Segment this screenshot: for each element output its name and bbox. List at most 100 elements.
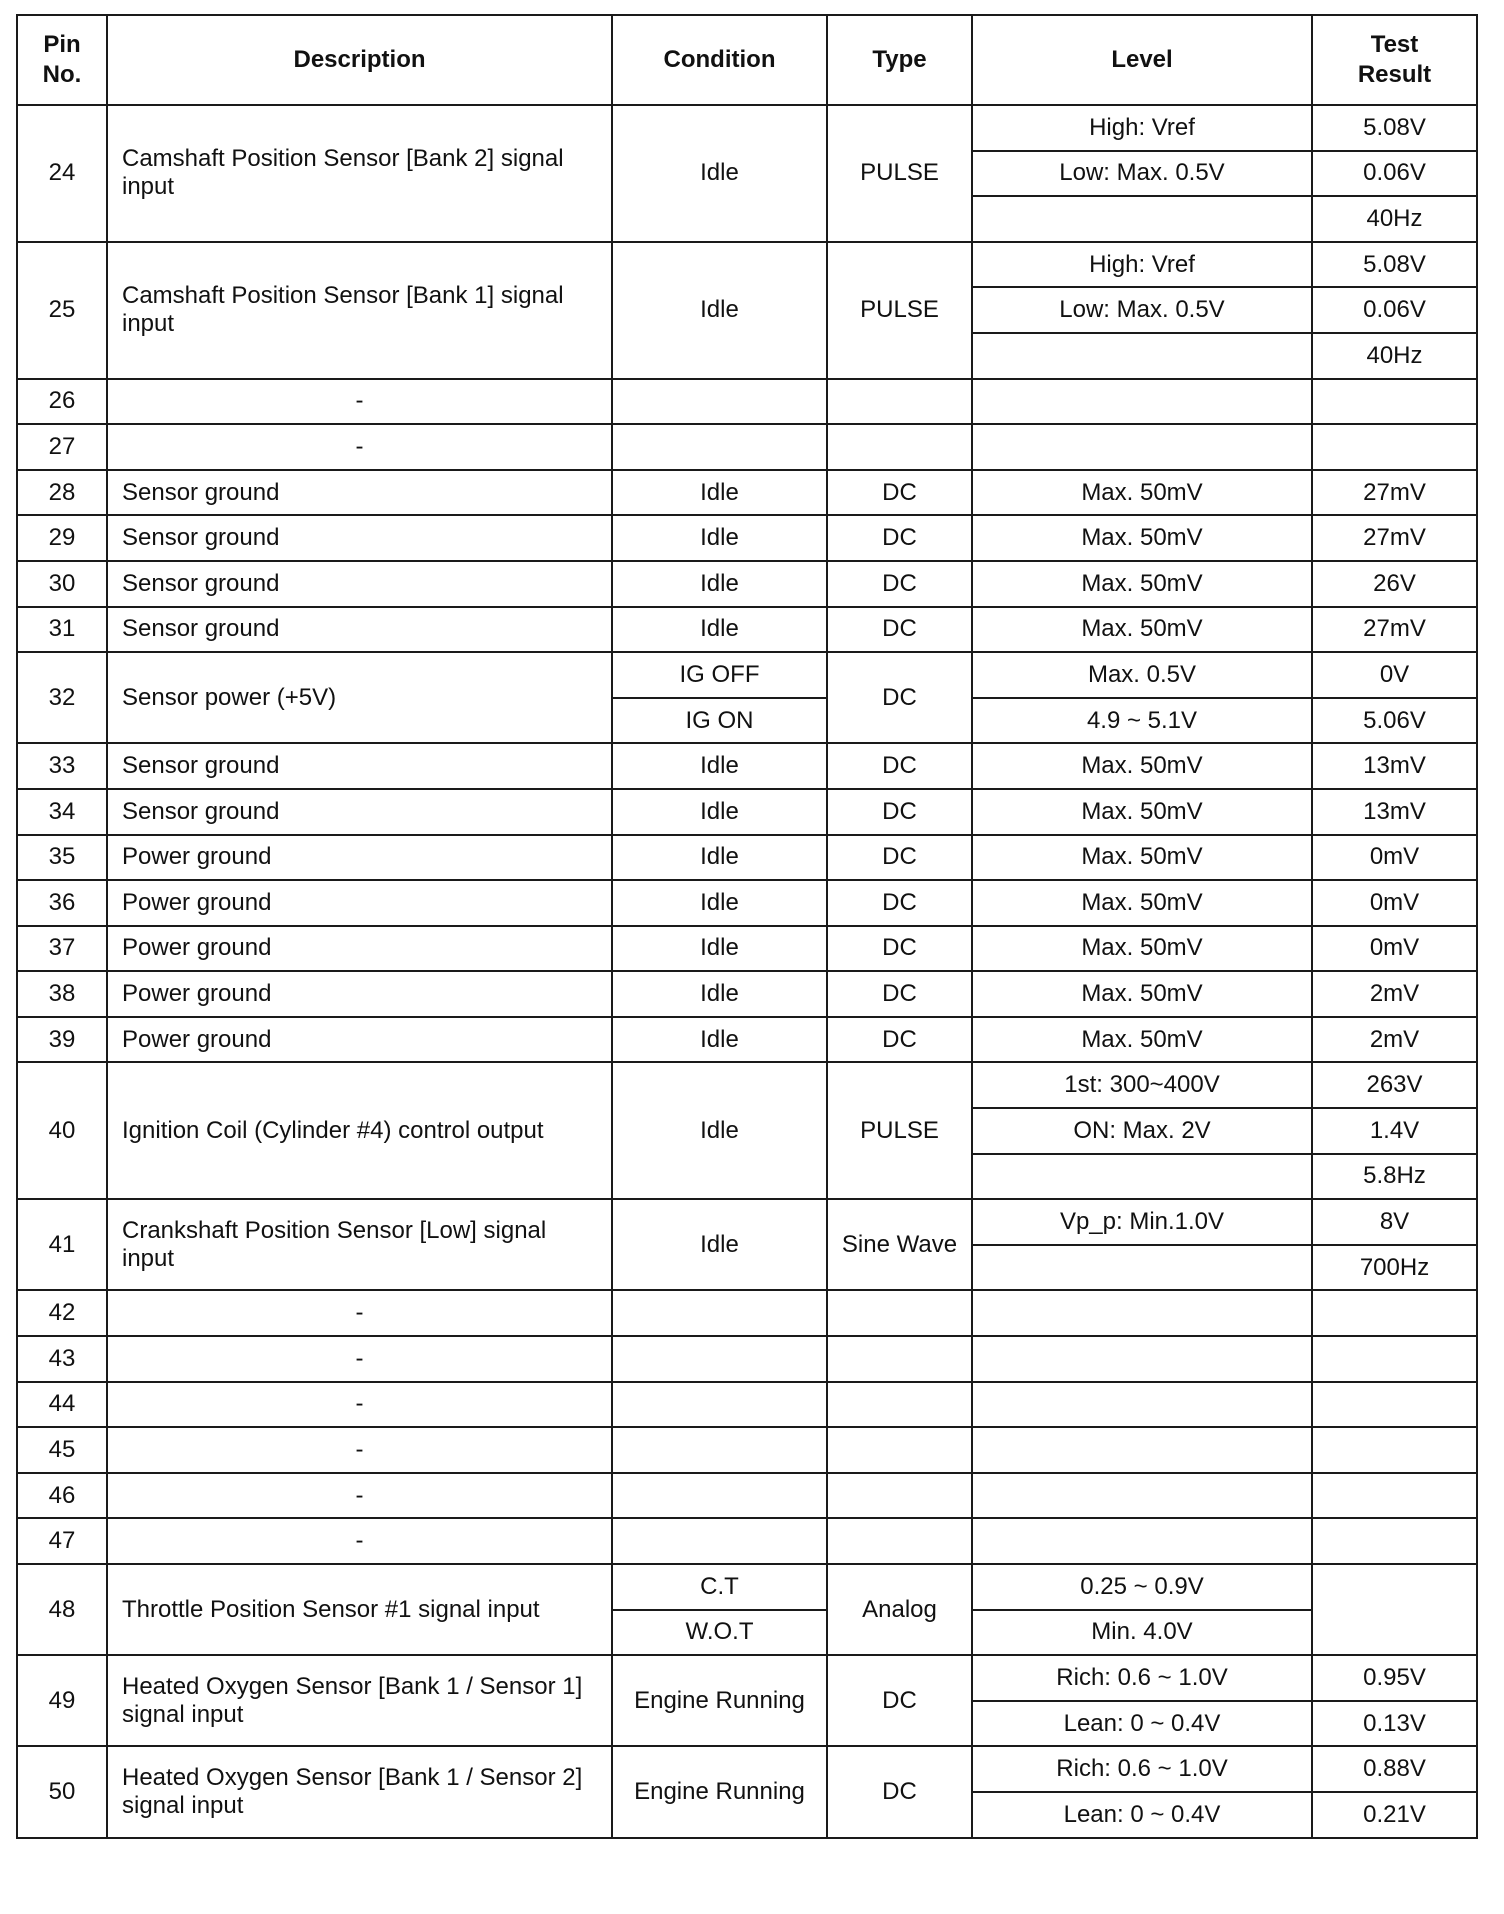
level-cell (971, 1380, 1313, 1429)
level-cell (971, 1289, 1313, 1338)
description-cell: - (106, 1426, 613, 1474)
type-cell: DC (826, 1745, 973, 1839)
level-cell (971, 1243, 1313, 1292)
level-cell: 0.25 ~ 0.9V (971, 1563, 1313, 1611)
header-level: Level (971, 14, 1313, 106)
level-cell: Low: Max. 0.5V (971, 286, 1313, 334)
description-cell: - (106, 1471, 613, 1520)
condition-cell (611, 1426, 828, 1474)
pin-cell: 45 (16, 1426, 108, 1474)
condition-cell: Idle (611, 559, 828, 608)
description-cell: Sensor ground (106, 559, 613, 608)
table-row: 32 Sensor power (+5V) IG OFF DC Max. 0.5V 0V (16, 651, 1478, 745)
level-cell (971, 1517, 1313, 1565)
pin-cell: 40 (16, 1061, 108, 1201)
level-cell: Max. 50mV (971, 924, 1313, 973)
result-cell (1311, 423, 1478, 471)
table-row: 36 Power ground Idle DC Max. 50mV 0mV (16, 879, 1478, 927)
pin-cell: 39 (16, 1015, 108, 1064)
description-cell: - (106, 1335, 613, 1383)
description-cell: Sensor power (+5V) (106, 651, 613, 745)
pin-cell: 28 (16, 468, 108, 517)
condition-cell: Idle (611, 742, 828, 790)
table-row: 27- (16, 423, 1478, 471)
result-cell (1311, 1380, 1478, 1429)
description-cell: Sensor ground (106, 605, 613, 654)
table-row: 50 Heated Oxygen Sensor [Bank 1 / Sensor … (16, 1745, 1478, 1839)
pin-cell: 43 (16, 1335, 108, 1383)
result-cell (1311, 1289, 1478, 1338)
level-cell: Max. 50mV (971, 787, 1313, 836)
result-cell: 40Hz (1311, 331, 1478, 380)
level-cell: Low: Max. 0.5V (971, 149, 1313, 198)
result-cell: 5.08V (1311, 240, 1478, 289)
condition-cell (611, 1289, 828, 1338)
level-cell: Lean: 0 ~ 0.4V (971, 1699, 1313, 1748)
description-cell: Sensor ground (106, 514, 613, 562)
table-row: 43- (16, 1335, 1478, 1383)
pin-cell: 44 (16, 1380, 108, 1429)
result-cell: 5.8Hz (1311, 1152, 1478, 1201)
result-cell (1311, 1517, 1478, 1565)
table-row: ON: Max. 2V 1.4V (17, 1107, 1478, 1155)
type-cell: DC (826, 1015, 973, 1064)
result-cell: 13mV (1311, 742, 1478, 790)
result-cell: 40Hz (1311, 195, 1478, 243)
type-cell: Analog (826, 1562, 973, 1657)
table-row: 33 Sensor ground Idle DC Max. 50mV 13mV (16, 742, 1478, 790)
table-row: 40 Ignition Coil (Cylinder #4) control ou… (16, 1061, 1478, 1201)
pin-cell: 35 (16, 833, 108, 882)
header-description: Description (106, 14, 613, 106)
pin-cell: 48 (16, 1562, 108, 1657)
condition-cell (611, 1471, 828, 1520)
description-cell: Power ground (106, 924, 613, 973)
description-cell: - (106, 377, 613, 426)
description-cell: Sensor ground (106, 468, 613, 517)
description-cell: Throttle Position Sensor #1 signal input (106, 1562, 613, 1657)
level-cell: Max. 50mV (971, 559, 1313, 608)
condition-cell: Idle (611, 514, 828, 562)
table-row: 48 Throttle Position Sensor #1 signal inp… (16, 1562, 1478, 1657)
result-cell (1311, 377, 1478, 426)
table-row: 39 Power ground Idle DC Max. 50mV 2mV (16, 1015, 1478, 1064)
pin-test-table: Pin No. Description Condition Type Level… (16, 14, 1478, 1839)
result-cell: 0.88V (1311, 1745, 1478, 1793)
result-cell: 0mV (1311, 833, 1478, 882)
pin-cell: 46 (16, 1471, 108, 1520)
result-cell: 0mV (1311, 924, 1478, 973)
type-cell: DC (826, 651, 973, 745)
type-cell: DC (826, 559, 973, 608)
table-row: 5.8Hz (17, 1152, 1478, 1201)
level-cell (971, 1471, 1313, 1520)
type-cell (826, 377, 973, 426)
condition-cell: IG ON (611, 696, 828, 745)
result-cell: 0.06V (1311, 149, 1478, 198)
level-cell: Vp_p: Min.1.0V (971, 1198, 1313, 1246)
table-row: W.O.T Min. 4.0V (17, 1608, 1477, 1657)
level-cell: ON: Max. 2V (971, 1107, 1313, 1155)
condition-cell: C.T (611, 1563, 828, 1611)
description-cell: Ignition Coil (Cylinder #4) control outp… (106, 1061, 613, 1201)
description-cell: Sensor ground (106, 787, 613, 836)
result-cell: 27mV (1311, 468, 1478, 517)
table-row: 47- (16, 1517, 1478, 1565)
pin-cell: 30 (16, 559, 108, 608)
table-row: 700Hz (17, 1243, 1478, 1292)
condition-cell: W.O.T (611, 1608, 828, 1657)
level-cell (971, 423, 1313, 471)
description-cell: Power ground (106, 1015, 613, 1064)
pin-cell: 31 (16, 605, 108, 654)
table-row: 44- (16, 1380, 1478, 1429)
type-cell: DC (826, 970, 973, 1018)
result-cell: 1.4V (1311, 1107, 1478, 1155)
table-row: 40Hz (17, 195, 1478, 243)
description-cell: Sensor ground (106, 742, 613, 790)
condition-cell: Engine Running (611, 1745, 828, 1839)
condition-cell: Engine Running (611, 1654, 828, 1748)
type-cell: PULSE (826, 104, 973, 243)
pin-cell: 33 (16, 742, 108, 790)
pin-cell: 47 (16, 1517, 108, 1565)
type-cell (826, 1289, 973, 1338)
description-cell: - (106, 1380, 613, 1429)
result-cell: 27mV (1311, 605, 1478, 654)
